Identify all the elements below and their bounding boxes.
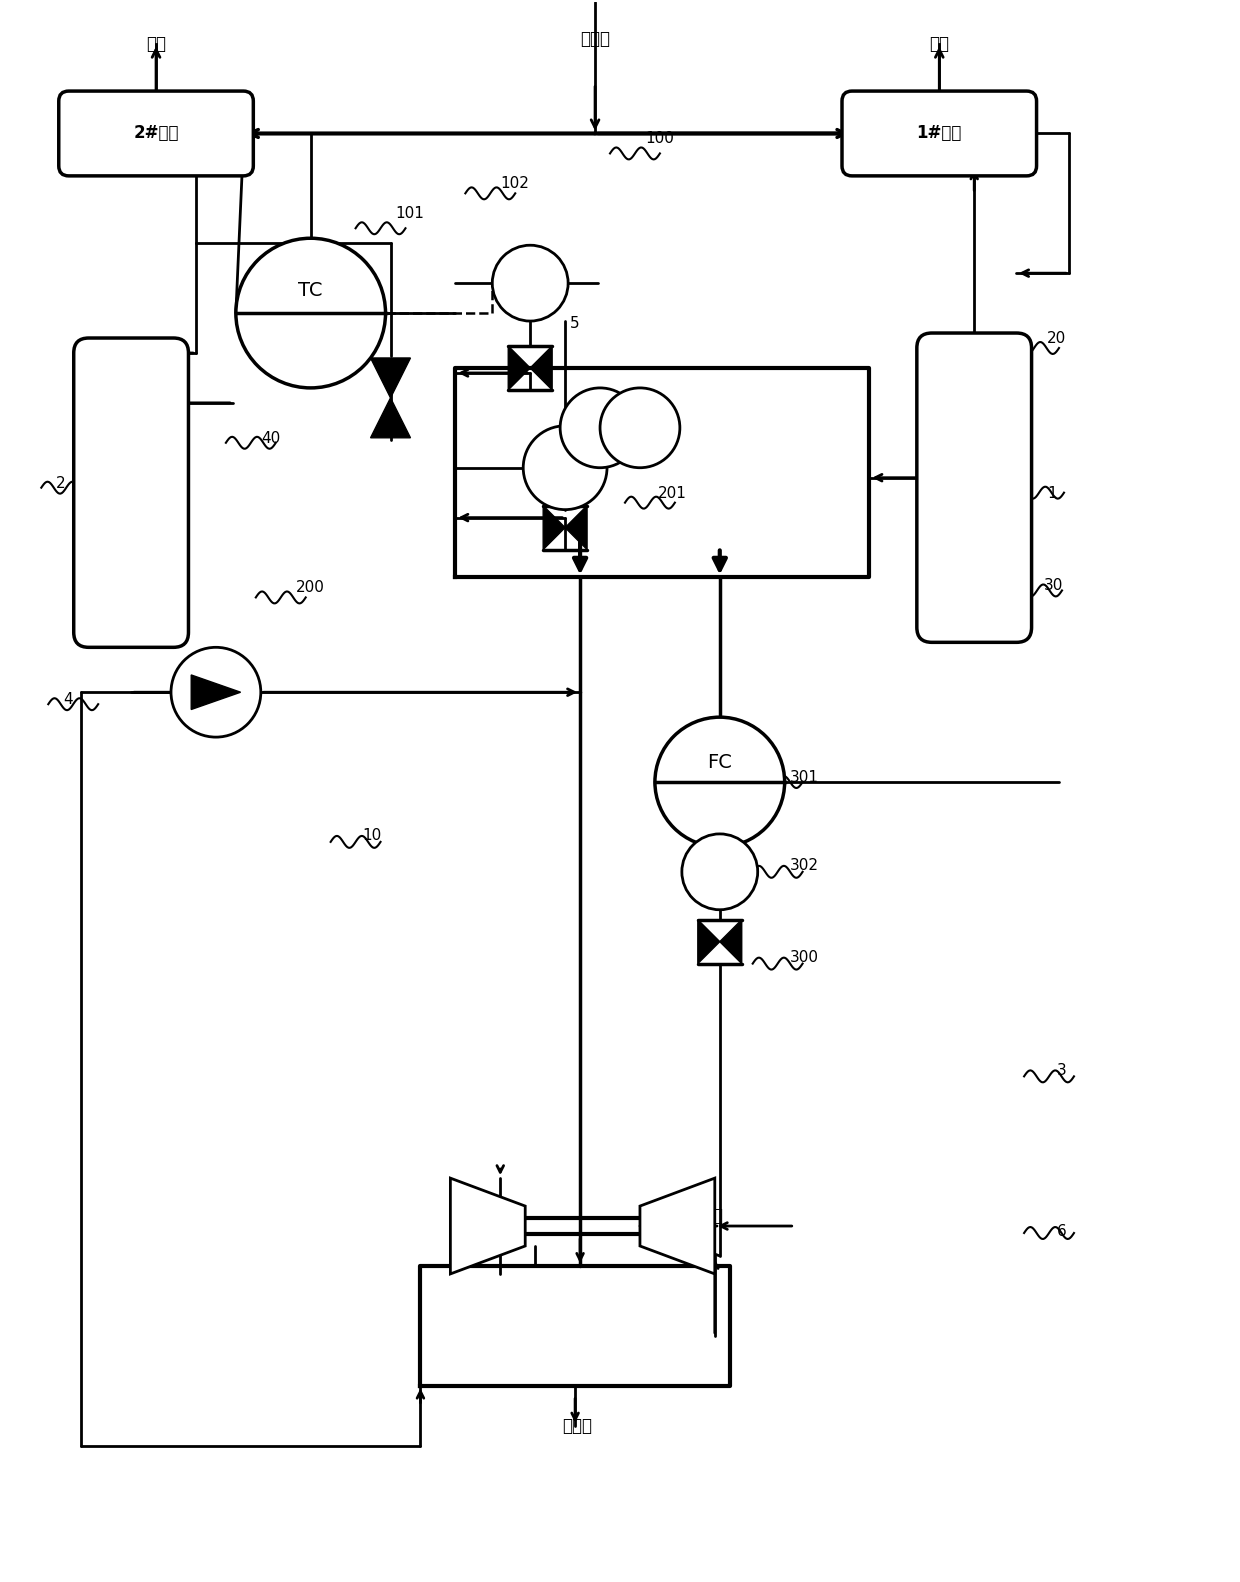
Text: 2#汽包: 2#汽包 xyxy=(133,125,179,142)
Polygon shape xyxy=(371,399,410,438)
Text: 101: 101 xyxy=(396,206,424,221)
Polygon shape xyxy=(565,506,587,549)
Text: 201: 201 xyxy=(658,486,687,500)
Text: 102: 102 xyxy=(500,176,529,191)
Text: 1: 1 xyxy=(1047,486,1056,500)
Polygon shape xyxy=(640,1179,714,1274)
Text: FC: FC xyxy=(707,753,732,772)
Polygon shape xyxy=(719,919,742,963)
Text: TC: TC xyxy=(299,282,322,301)
Circle shape xyxy=(523,426,608,509)
Text: 蒸汽: 蒸汽 xyxy=(146,35,166,52)
Polygon shape xyxy=(371,358,410,399)
Circle shape xyxy=(655,717,785,846)
Polygon shape xyxy=(508,346,531,389)
Circle shape xyxy=(492,245,568,321)
Text: 5: 5 xyxy=(570,316,580,331)
Text: 粗甲醇: 粗甲醇 xyxy=(562,1416,591,1435)
Circle shape xyxy=(600,388,680,468)
Text: 6: 6 xyxy=(1056,1224,1066,1239)
Circle shape xyxy=(236,239,386,388)
Text: 40: 40 xyxy=(260,430,280,446)
Text: 蒸汽: 蒸汽 xyxy=(929,35,950,52)
Circle shape xyxy=(560,388,640,468)
Text: 4: 4 xyxy=(63,693,73,707)
Text: 2: 2 xyxy=(56,476,66,490)
FancyBboxPatch shape xyxy=(58,92,253,176)
Text: 300: 300 xyxy=(790,949,818,965)
Circle shape xyxy=(171,647,260,737)
FancyBboxPatch shape xyxy=(842,92,1037,176)
Polygon shape xyxy=(450,1179,526,1274)
Polygon shape xyxy=(543,506,565,549)
Text: 100: 100 xyxy=(645,131,673,147)
Text: 3: 3 xyxy=(1056,1063,1066,1079)
Text: 200: 200 xyxy=(295,581,325,595)
Text: 30: 30 xyxy=(1044,579,1064,593)
Text: 20: 20 xyxy=(1047,331,1066,346)
Text: 10: 10 xyxy=(362,827,382,843)
Circle shape xyxy=(682,834,758,910)
FancyBboxPatch shape xyxy=(73,339,188,647)
Polygon shape xyxy=(191,676,241,709)
Text: 301: 301 xyxy=(790,770,818,785)
Polygon shape xyxy=(698,919,719,963)
Text: 302: 302 xyxy=(790,857,818,873)
Text: 新鲜气: 新鲜气 xyxy=(693,1207,723,1224)
Text: 锅炉水: 锅炉水 xyxy=(580,30,610,47)
Text: 循环气: 循环气 xyxy=(490,1207,520,1224)
FancyBboxPatch shape xyxy=(916,334,1032,642)
Polygon shape xyxy=(531,346,552,389)
Text: 1#汽包: 1#汽包 xyxy=(916,125,962,142)
